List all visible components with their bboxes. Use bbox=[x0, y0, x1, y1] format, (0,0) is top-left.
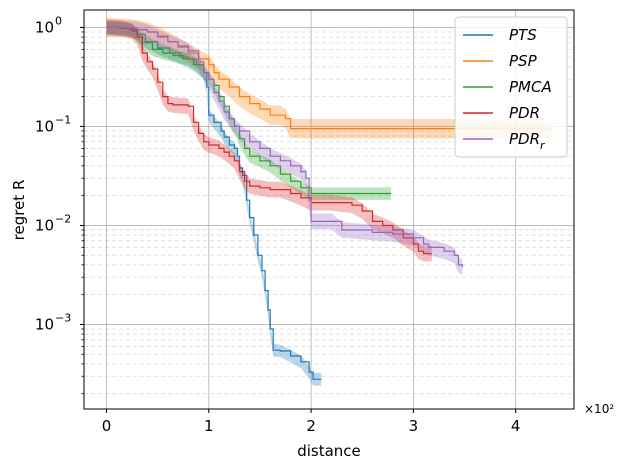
series-band-2 bbox=[106, 21, 391, 200]
y-axis-label: regret R bbox=[10, 180, 28, 241]
x-tick-label: 3 bbox=[409, 417, 419, 435]
legend-label: PTS bbox=[509, 26, 537, 44]
legend-label: PMCA bbox=[509, 78, 552, 96]
y-tick-exponent: −1 bbox=[55, 113, 71, 126]
y-tick-exponent: −2 bbox=[55, 212, 71, 225]
y-tick-exponent: −3 bbox=[55, 311, 71, 324]
y-tick-label: 10 bbox=[35, 315, 54, 333]
series-line-0 bbox=[106, 26, 322, 380]
legend-box bbox=[454, 16, 568, 158]
x-axis-offset-label: ×10² bbox=[584, 402, 614, 416]
x-tick-label: 1 bbox=[204, 417, 214, 435]
series-band-3 bbox=[106, 19, 432, 262]
y-tick-label: 10 bbox=[35, 117, 54, 135]
x-tick-label: 0 bbox=[102, 417, 112, 435]
x-tick-label: 2 bbox=[306, 417, 316, 435]
axes-frame bbox=[83, 9, 575, 410]
legend: PTS PSP PMCA PDR PDRr bbox=[454, 16, 568, 158]
x-axis-label: distance bbox=[297, 442, 361, 460]
series-line-3 bbox=[106, 26, 432, 255]
y-tick-label: 10 bbox=[35, 216, 54, 234]
y-tick-exponent: 0 bbox=[55, 14, 62, 27]
series-band-4 bbox=[106, 19, 463, 275]
legend-label: PDR bbox=[509, 104, 540, 122]
legend-label: PDRr bbox=[509, 130, 546, 152]
series-line-2 bbox=[106, 26, 391, 195]
legend-label: PSP bbox=[509, 52, 538, 70]
y-tick-label: 10 bbox=[35, 18, 54, 36]
series-line-4 bbox=[106, 26, 464, 268]
x-tick-label: 4 bbox=[511, 417, 521, 435]
x-axis-ticks: 0 1 2 3 4 bbox=[102, 409, 521, 435]
legend-label-subscript: r bbox=[540, 139, 546, 152]
